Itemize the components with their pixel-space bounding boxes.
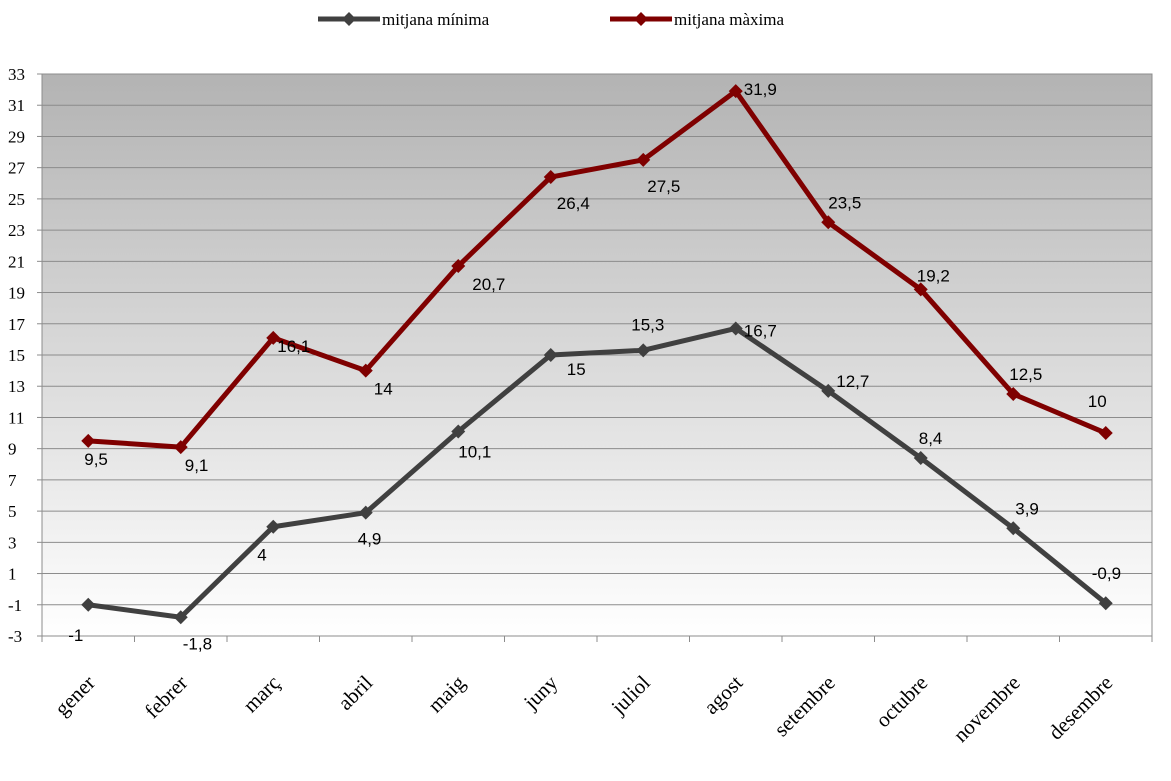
x-category-label: maig <box>423 670 470 717</box>
y-tick-label: 1 <box>8 565 17 584</box>
series-max <box>81 84 1113 455</box>
data-point-marker <box>821 383 836 398</box>
data-label: 4,9 <box>358 530 382 549</box>
data-point-marker <box>358 363 373 378</box>
x-category-label: gener <box>50 671 100 721</box>
data-point-marker <box>1006 387 1021 402</box>
legend-swatch-marker <box>634 12 648 26</box>
y-tick-label: 27 <box>8 159 26 178</box>
data-point-marker <box>451 259 466 274</box>
y-tick-label: 29 <box>8 127 25 146</box>
data-label: 3,9 <box>1015 499 1039 518</box>
data-label: 10 <box>1088 392 1107 411</box>
data-label: -0,9 <box>1092 564 1121 583</box>
data-label: -1,8 <box>183 634 212 653</box>
data-label: 16,7 <box>744 321 777 340</box>
y-tick-label: 25 <box>8 190 25 209</box>
y-tick-label: 15 <box>8 346 25 365</box>
data-point-marker <box>728 84 743 99</box>
data-label: 12,7 <box>836 372 869 391</box>
data-point-marker <box>728 321 743 336</box>
series-line <box>88 88 1107 450</box>
data-label: 10,1 <box>458 442 491 461</box>
data-point-marker <box>1098 596 1113 611</box>
data-point-marker <box>543 170 558 185</box>
data-point-marker <box>821 215 836 230</box>
y-tick-label: 7 <box>8 471 17 490</box>
data-point-marker <box>81 433 96 448</box>
legend-label: mitjana màxima <box>674 10 784 29</box>
data-label: 31,9 <box>744 80 777 99</box>
data-point-marker <box>1098 426 1113 441</box>
y-tick-label: 17 <box>8 315 26 334</box>
x-category-label: abril <box>333 670 377 714</box>
data-point-marker <box>913 282 928 297</box>
data-point-marker <box>173 440 188 455</box>
data-point-marker <box>636 152 651 167</box>
y-tick-label: 19 <box>8 284 25 303</box>
data-point-marker <box>451 424 466 439</box>
y-tick-label: 3 <box>8 533 17 552</box>
x-category-label: desembre <box>1043 671 1117 745</box>
series-line <box>87 325 1108 620</box>
data-point-marker <box>173 610 188 625</box>
data-label: 14 <box>374 380 393 399</box>
legend-label: mitjana mínima <box>382 10 490 29</box>
data-point-marker <box>266 330 281 345</box>
x-category-label: juny <box>518 670 562 714</box>
legend-item: mitjana mínima <box>318 10 490 29</box>
y-tick-label: 5 <box>8 502 17 521</box>
data-label: 12,5 <box>1009 365 1042 384</box>
data-label: 4 <box>257 546 266 565</box>
data-label: 23,5 <box>828 193 861 212</box>
series-group <box>81 84 1113 625</box>
data-point-marker <box>358 505 373 520</box>
data-label: 8,4 <box>919 429 943 448</box>
x-category-label: febrer <box>140 671 192 723</box>
data-label: 20,7 <box>472 275 505 294</box>
y-tick-label: 31 <box>8 96 25 115</box>
x-category-label: setembre <box>769 671 840 742</box>
data-label: 26,4 <box>557 194 590 213</box>
y-tick-label: 9 <box>8 440 17 459</box>
data-point-marker <box>81 597 96 612</box>
data-point-marker <box>636 343 651 358</box>
data-label: 15 <box>567 360 586 379</box>
data-point-marker <box>913 451 928 466</box>
legend-swatch-marker <box>342 12 356 26</box>
series-min <box>81 321 1113 625</box>
y-tick-label: -3 <box>8 627 22 646</box>
data-label: 27,5 <box>647 177 680 196</box>
data-labels: -1 -1,8 4 4,9 10,1 15 15,3 16,7 12,7 8,4 3,9 -0,9 9,… <box>68 80 1121 653</box>
data-label: 9,1 <box>185 456 209 475</box>
data-label: 15,3 <box>631 315 664 334</box>
x-category-label: juliol <box>606 670 655 719</box>
legend-item: mitjana màxima <box>610 10 784 29</box>
x-category-label: octubre <box>871 671 933 733</box>
data-label: -1 <box>68 626 83 645</box>
y-tick-label: -1 <box>8 596 22 615</box>
data-point-marker <box>543 348 558 362</box>
x-category-label: agost <box>699 670 747 718</box>
y-tick-label: 33 <box>8 65 25 84</box>
data-label: 16,1 <box>277 337 310 356</box>
x-category-label: març <box>238 671 285 718</box>
y-tick-label: 13 <box>8 377 25 396</box>
legend: mitjana mínima mitjana màxima <box>318 10 784 29</box>
y-tick-label: 23 <box>8 221 25 240</box>
x-category-label: novembre <box>948 671 1024 747</box>
data-point-marker <box>1006 521 1021 536</box>
data-label: 19,2 <box>917 266 950 285</box>
y-tick-label: 11 <box>8 408 24 427</box>
y-tick-label: 21 <box>8 252 25 271</box>
data-point-marker <box>266 519 281 534</box>
data-label: 9,5 <box>84 450 108 469</box>
